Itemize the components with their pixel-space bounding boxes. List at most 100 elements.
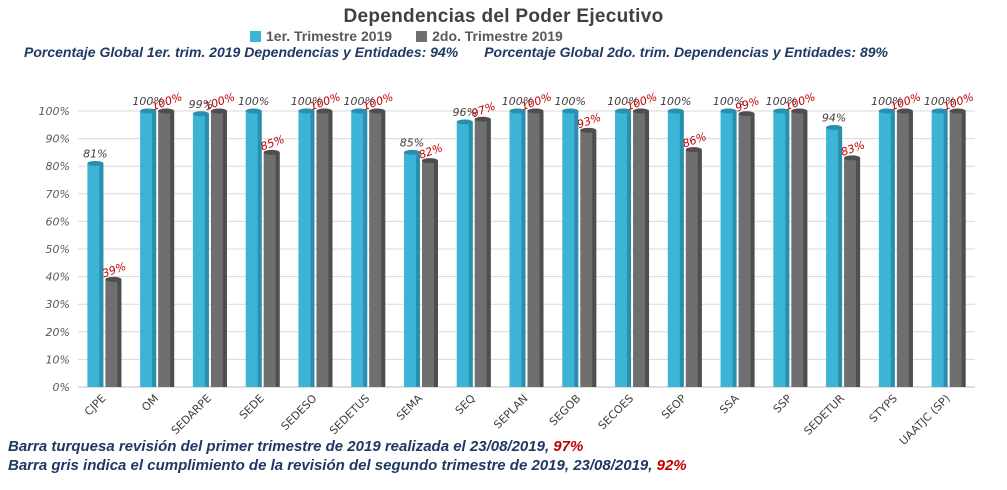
bar-series-1-shade	[99, 163, 104, 387]
bar-series-1	[245, 108, 262, 387]
bar-series-1-shade	[415, 152, 420, 387]
bar-series-1-top	[826, 125, 843, 131]
data-label-series-1: 100%	[502, 95, 533, 108]
bar-series-2-shade	[908, 111, 913, 387]
bar-series-1-shade	[310, 111, 315, 387]
bar-series-2	[369, 108, 386, 387]
x-tick-label: CJPE	[82, 392, 109, 419]
bar-series-1	[192, 111, 209, 387]
x-tick-label: SSA	[717, 392, 742, 417]
bar-series-2	[474, 116, 491, 387]
y-tick-label: 60%	[46, 215, 70, 228]
bar-series-2	[421, 158, 438, 387]
y-tick-label: 30%	[46, 298, 70, 311]
footer-note-2: Barra gris indica el cumplimiento de la …	[8, 456, 998, 475]
bar-series-1-shade	[468, 122, 473, 387]
bar-series-2	[844, 155, 861, 387]
bar-series-2-shade	[328, 111, 333, 387]
bar-series-1	[667, 108, 684, 387]
bar-series-2-shade	[697, 149, 702, 387]
footer-note-2-text: Barra gris indica el cumplimiento de la …	[8, 457, 653, 474]
legend-swatch-series-1	[250, 30, 261, 42]
footer-note-2-value: 92%	[656, 457, 687, 474]
global-percentage-subtitle: Porcentaje Global 1er. trim. 2019 Depend…	[24, 44, 999, 61]
x-tick-label: STYPS	[867, 392, 900, 425]
legend-label-series-1: 1er. Trimestre 2019	[266, 28, 393, 44]
x-tick-label: SEGOB	[547, 392, 584, 429]
x-tick-label: SEPLAN	[491, 392, 530, 431]
data-label-series-1: 100%	[343, 95, 374, 108]
bar-series-2	[105, 276, 122, 387]
bar-series-2-top	[844, 155, 861, 161]
bar-series-1-shade	[732, 111, 737, 387]
subtitle-second-quarter: Porcentaje Global 2do. trim. Dependencia…	[484, 44, 888, 60]
bar-series-2-top	[316, 108, 333, 114]
x-tick-label: SEDESO	[279, 392, 320, 433]
bar-series-1-top	[298, 108, 315, 114]
bar-series-2	[685, 147, 702, 387]
bar-series-1-top	[615, 108, 632, 114]
data-label-series-1: 100%	[924, 95, 955, 108]
data-label-series-1: 100%	[660, 95, 691, 108]
x-tick-label: SSP	[771, 392, 795, 416]
bar-series-2-top	[210, 108, 227, 114]
bar-series-2-top	[791, 108, 808, 114]
bar-series-2-shade	[961, 111, 966, 387]
x-tick-label: SEQ	[453, 392, 478, 417]
y-tick-label: 40%	[46, 271, 70, 284]
bar-series-1-top	[351, 108, 368, 114]
bar-series-1-shade	[152, 111, 157, 387]
data-label-series-1: 99%	[189, 98, 213, 111]
data-label-series-1: 100%	[291, 95, 322, 108]
bar-series-1	[931, 108, 948, 387]
bar-series-1-top	[878, 108, 895, 114]
bar-series-1-shade	[257, 111, 262, 387]
bar-series-2-shade	[750, 113, 755, 387]
x-tick-label: SEDETUR	[801, 392, 847, 438]
bar-series-2-shade	[592, 130, 597, 387]
bar-series-2	[738, 111, 755, 387]
bar-series-1-top	[931, 108, 948, 114]
bar-series-2	[580, 127, 597, 387]
bar-series-2-shade	[645, 111, 650, 387]
bar-series-2	[896, 108, 913, 387]
y-tick-label: 100%	[39, 105, 70, 118]
bar-series-1-top	[562, 108, 579, 114]
bar-series-2-top	[738, 111, 755, 117]
subtitle-first-quarter: Porcentaje Global 1er. trim. 2019 Depend…	[24, 44, 459, 60]
bar-series-2-shade	[433, 160, 438, 387]
bar-series-1-top	[192, 111, 209, 117]
bar-series-2	[527, 108, 544, 387]
bar-series-2-shade	[539, 111, 544, 387]
bar-series-2-top	[896, 108, 913, 114]
legend-label-series-2: 2do. Trimestre 2019	[432, 28, 563, 44]
bar-series-2	[316, 108, 333, 387]
chart-legend: 1er. Trimestre 2019 2do. Trimestre 2019	[250, 28, 563, 44]
bar-series-2-shade	[803, 111, 808, 387]
bar-series-1-top	[720, 108, 737, 114]
y-tick-label: 80%	[46, 160, 70, 173]
data-label-series-1: 100%	[713, 95, 744, 108]
data-label-series-1: 100%	[238, 95, 269, 108]
data-label-series-1: 100%	[132, 95, 163, 108]
footer-note-1-text: Barra turquesa revisión del primer trime…	[8, 438, 550, 455]
bar-series-1-top	[509, 108, 526, 114]
bar-series-1	[298, 108, 315, 387]
data-label-series-1: 100%	[555, 95, 586, 108]
y-tick-label: 90%	[46, 133, 70, 146]
bar-series-1-top	[87, 160, 104, 166]
bar-series-2-top	[685, 147, 702, 153]
legend-item-series-1: 1er. Trimestre 2019	[250, 28, 392, 44]
footer-note-1-value: 97%	[553, 438, 584, 455]
legend-swatch-series-2	[416, 30, 428, 42]
bar-series-1-top	[667, 108, 684, 114]
bar-series-1-shade	[204, 113, 209, 387]
x-tick-label: SEOP	[659, 392, 689, 422]
bar-series-2-top	[527, 108, 544, 114]
bar-series-2	[633, 108, 650, 387]
bar-series-2-shade	[381, 111, 386, 387]
bar-series-1	[403, 149, 420, 387]
bar-series-1-body	[245, 111, 262, 387]
x-tick-label: SEMA	[394, 392, 425, 423]
footer-note-1: Barra turquesa revisión del primer trime…	[8, 437, 998, 456]
